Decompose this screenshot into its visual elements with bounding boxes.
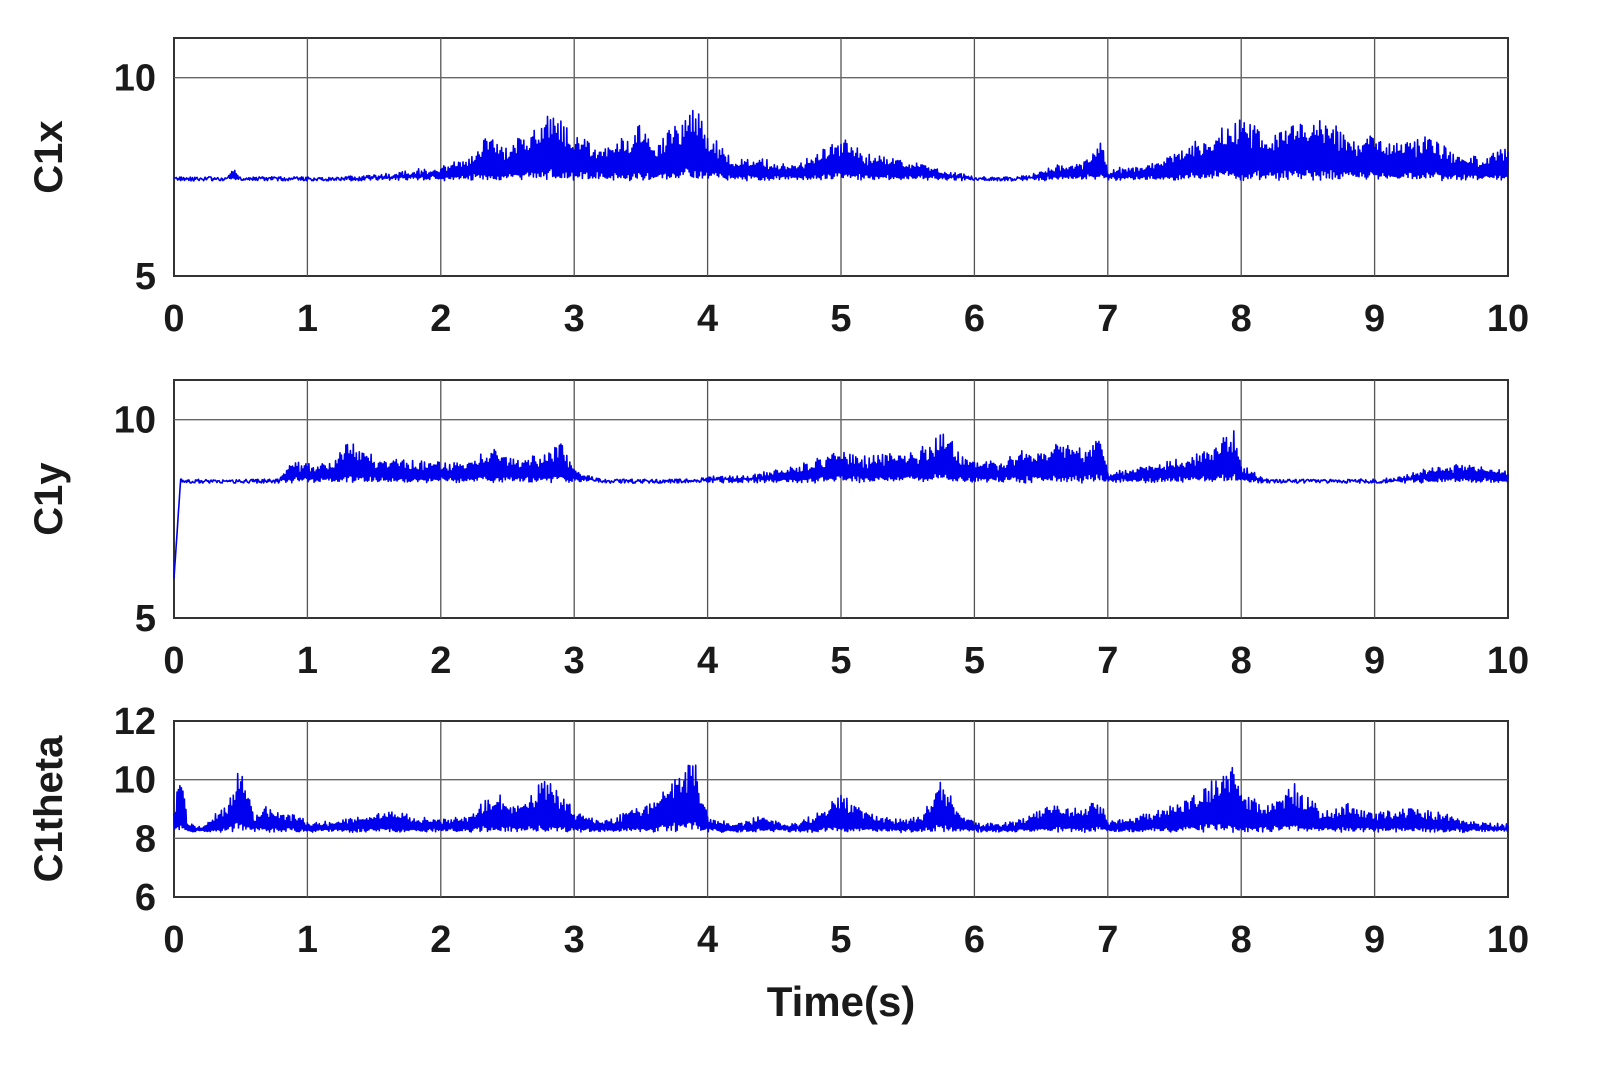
x-tick-label: 1 (297, 640, 318, 682)
x-tick-label: 6 (964, 919, 985, 961)
grid-c1y (174, 380, 1508, 618)
series-line (173, 430, 1509, 579)
x-tick-labels-c1x: 0 1 2 3 4 5 6 7 8 9 10 (163, 298, 1529, 340)
x-tick-label: 0 (163, 298, 184, 340)
x-tick-label: 3 (564, 298, 585, 340)
y-tick-label: 10 (114, 58, 156, 100)
x-tick-label: 7 (1097, 640, 1118, 682)
x-tick-label: 6 (964, 298, 985, 340)
x-tick-label: 9 (1364, 640, 1385, 682)
x-tick-label: 2 (430, 919, 451, 961)
x-tick-label: 4 (697, 919, 718, 961)
y-tick-label: 8 (135, 818, 156, 860)
x-axis-label: Time(s) (767, 978, 916, 1025)
series-line (173, 764, 1509, 834)
x-tick-label: 8 (1231, 640, 1252, 682)
x-tick-label: 8 (1231, 919, 1252, 961)
x-tick-labels-c1y: 0 1 2 3 4 5 5 7 8 9 10 (163, 640, 1529, 682)
x-tick-label: 10 (1487, 298, 1529, 340)
x-tick-label: 8 (1231, 298, 1252, 340)
y-tick-label: 5 (135, 256, 156, 298)
x-tick-label: 5 (830, 919, 851, 961)
x-tick-label: 2 (430, 298, 451, 340)
x-tick-label: 2 (430, 640, 451, 682)
panel-c1y: 0 1 2 3 4 5 5 7 8 9 10 5 10 C1y (27, 379, 1529, 682)
x-tick-label: 10 (1487, 640, 1529, 682)
x-tick-label: 3 (564, 640, 585, 682)
x-tick-label: 7 (1097, 919, 1118, 961)
y-tick-label: 10 (114, 760, 156, 802)
y-tick-label: 5 (135, 598, 156, 640)
x-tick-label: 5 (830, 298, 851, 340)
y-tick-labels-c1y: 5 10 (114, 400, 156, 640)
x-tick-label: 5 (830, 640, 851, 682)
x-tick-label: 9 (1364, 919, 1385, 961)
x-tick-label: 3 (564, 919, 585, 961)
x-tick-label: 9 (1364, 298, 1385, 340)
series-c1x (173, 109, 1509, 182)
y-tick-labels-c1theta: 6 8 10 12 (114, 701, 156, 919)
x-tick-label: 1 (297, 298, 318, 340)
y-tick-label: 12 (114, 701, 156, 743)
x-tick-label: 5 (964, 640, 985, 682)
series-line (173, 109, 1509, 182)
grid-c1theta (174, 721, 1508, 897)
y-axis-label-c1theta: C1theta (27, 735, 71, 882)
y-tick-label: 10 (114, 400, 156, 442)
x-tick-label: 1 (297, 919, 318, 961)
y-tick-labels-c1x: 5 10 (114, 58, 156, 298)
panel-c1x: 0 1 2 3 4 5 6 7 8 9 10 5 10 C1x (27, 37, 1529, 340)
x-tick-label: 0 (163, 919, 184, 961)
x-tick-label: 7 (1097, 298, 1118, 340)
series-c1y (173, 430, 1509, 579)
y-axis-label-c1x: C1x (27, 120, 71, 193)
x-tick-labels-c1theta: 0 1 2 3 4 5 6 7 8 9 10 (163, 919, 1529, 961)
x-tick-label: 0 (163, 640, 184, 682)
series-c1theta (173, 764, 1509, 834)
x-tick-label: 4 (697, 298, 718, 340)
y-axis-label-c1y: C1y (27, 462, 71, 536)
x-tick-label: 4 (697, 640, 718, 682)
y-tick-label: 6 (135, 877, 156, 919)
x-tick-label: 10 (1487, 919, 1529, 961)
